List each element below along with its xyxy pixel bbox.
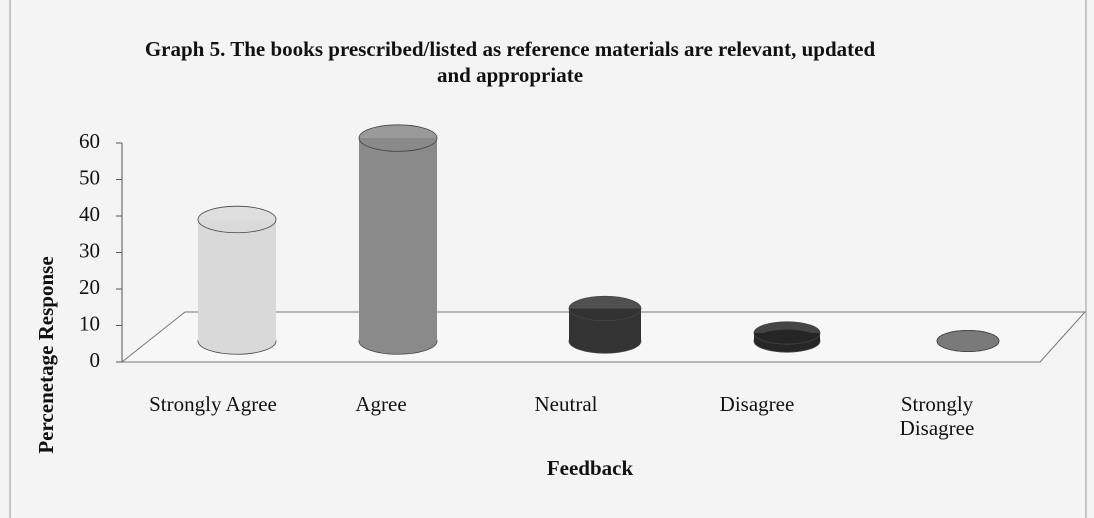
bar-top	[197, 205, 277, 234]
bar-top	[358, 124, 438, 152]
y-tick-label: 50	[79, 165, 100, 189]
y-tick-label: 10	[79, 311, 100, 335]
y-tick-label: 20	[79, 275, 100, 299]
x-axis-label: Feedback	[547, 456, 634, 480]
y-tick-label: 0	[90, 348, 101, 372]
bar-body	[198, 219, 276, 341]
y-axis-label: Percenetage Response	[34, 256, 58, 453]
x-tick-label: Strongly Agree	[149, 392, 277, 416]
y-tick-label: 60	[79, 129, 100, 153]
bar-body	[359, 138, 437, 341]
y-tick-label: 40	[79, 202, 100, 226]
x-tick-label: Disagree	[719, 392, 795, 416]
chart-title: Graph 5. The books prescribed/listed as …	[144, 37, 876, 87]
bar-top	[568, 295, 642, 322]
x-tick-label: Neutral	[534, 392, 598, 416]
bar-top	[753, 321, 821, 345]
x-tick-label: Agree	[355, 392, 407, 416]
y-tick-label: 30	[79, 238, 100, 262]
x-tick-label: Strongly Disagree	[899, 392, 975, 440]
bar-top	[936, 330, 1000, 352]
